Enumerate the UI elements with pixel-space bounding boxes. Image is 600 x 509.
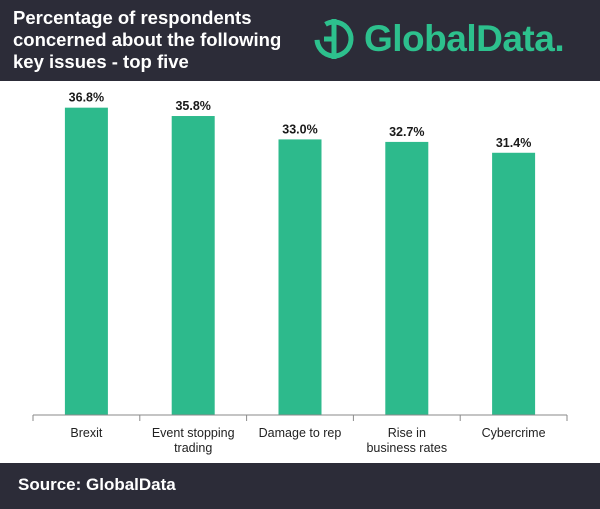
bar: [278, 139, 322, 416]
source-note: Source: GlobalData: [18, 475, 176, 494]
data-label: 31.4%: [496, 136, 531, 150]
bar: [64, 107, 108, 415]
bar: [492, 152, 536, 415]
globaldata-logo: GlobalData.: [312, 14, 565, 64]
bar: [171, 116, 215, 416]
data-label: 32.7%: [389, 125, 424, 139]
category-label: trading: [174, 441, 212, 455]
category-label: Rise in: [388, 426, 426, 440]
category-label: Brexit: [70, 426, 102, 440]
chart-area: 36.8% Brexit 35.8% Event stopping trading 33.…: [0, 81, 600, 463]
globaldata-mark-icon: [314, 19, 354, 59]
category-label: Event stopping: [152, 426, 235, 440]
bar: [385, 141, 429, 415]
footer-bar: Source: GlobalData: [0, 463, 600, 509]
chart-title: Percentage of respondents concerned abou…: [13, 7, 282, 72]
logo-text: GlobalData.: [364, 18, 565, 59]
data-label: 35.8%: [175, 99, 210, 113]
category-label: business rates: [366, 441, 447, 455]
data-label: 36.8%: [69, 91, 104, 105]
category-label: Cybercrime: [482, 426, 546, 440]
header-bar: Percentage of respondents concerned abou…: [0, 0, 600, 81]
category-label: Damage to rep: [259, 426, 342, 440]
data-label: 33.0%: [282, 122, 317, 136]
